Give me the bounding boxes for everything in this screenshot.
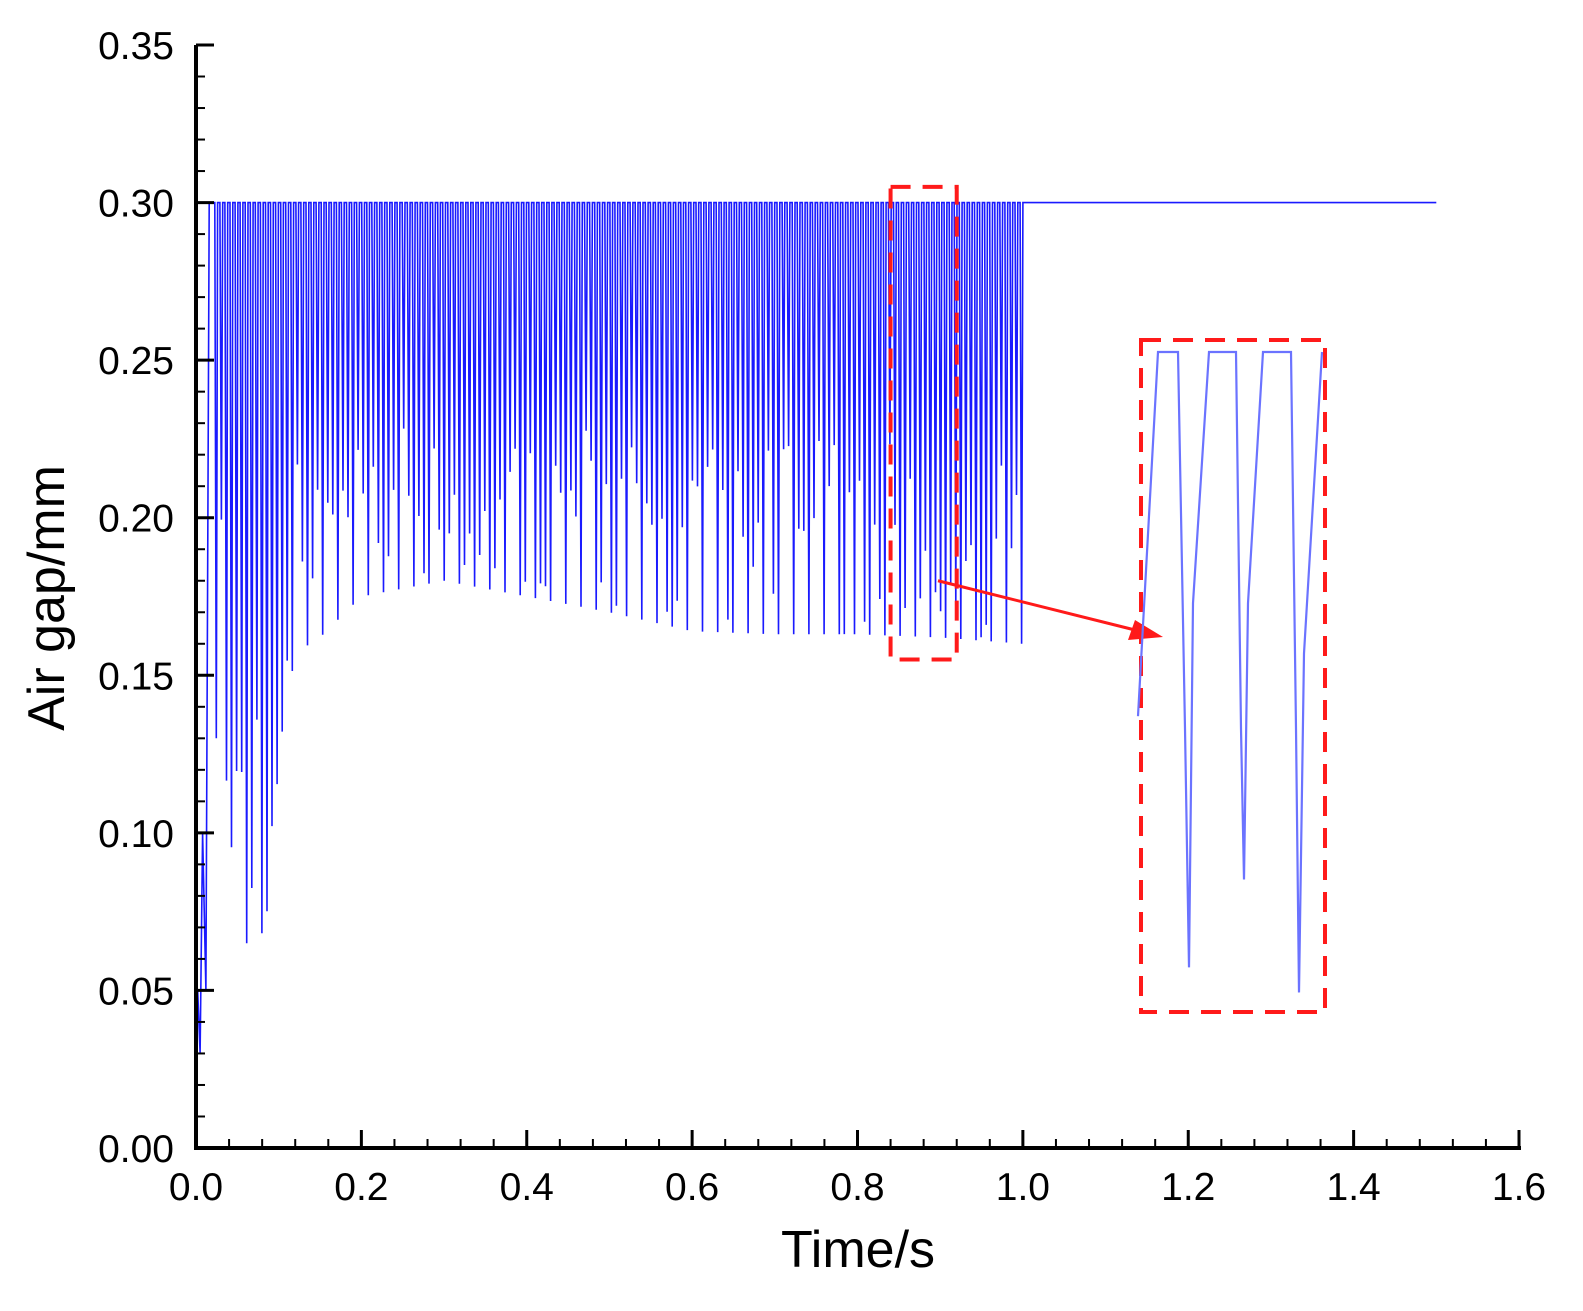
x-tick-label: 0.8 <box>830 1166 884 1209</box>
y-tick-label: 0.35 <box>98 25 174 68</box>
plot-area <box>195 201 1437 1054</box>
x-tick-label: 1.0 <box>996 1166 1050 1209</box>
x-tick-label: 1.6 <box>1492 1166 1546 1209</box>
x-tick-label: 1.4 <box>1327 1166 1381 1209</box>
y-tick-label: 0.25 <box>98 340 174 383</box>
x-tick-label: 1.2 <box>1161 1166 1215 1209</box>
y-tick-label: 0.10 <box>98 813 174 856</box>
zoom-inset-series-line <box>1136 350 1324 993</box>
zoom-source-box <box>888 184 959 662</box>
x-tick-label: 0.4 <box>500 1166 554 1209</box>
air-gap-series-line <box>195 201 1437 1054</box>
zoom-arrow-line <box>937 579 1136 632</box>
x-tick-label: 0.2 <box>334 1166 388 1209</box>
x-ticks: 0.0 0.2 0.4 0.6 0.8 1.0 1.2 1.4 1.6 <box>169 1130 1546 1209</box>
x-tick-label: 0.0 <box>169 1166 223 1209</box>
y-tick-label: 0.20 <box>98 498 174 541</box>
y-tick-label: 0.30 <box>98 183 174 226</box>
zoom-arrow-head <box>1128 620 1163 640</box>
y-tick-label: 0.15 <box>98 655 174 698</box>
y-tick-label: 0.00 <box>98 1128 174 1171</box>
x-axis-title: Time/s <box>781 1221 935 1279</box>
y-tick-label: 0.05 <box>98 970 174 1013</box>
x-tick-label: 0.6 <box>665 1166 719 1209</box>
y-ticks: 0.00 0.05 0.10 0.15 0.20 0.25 0.30 0.35 <box>98 25 214 1171</box>
zoom-annotation <box>888 184 1327 1014</box>
y-axis-title: Air gap/mm <box>18 465 76 731</box>
